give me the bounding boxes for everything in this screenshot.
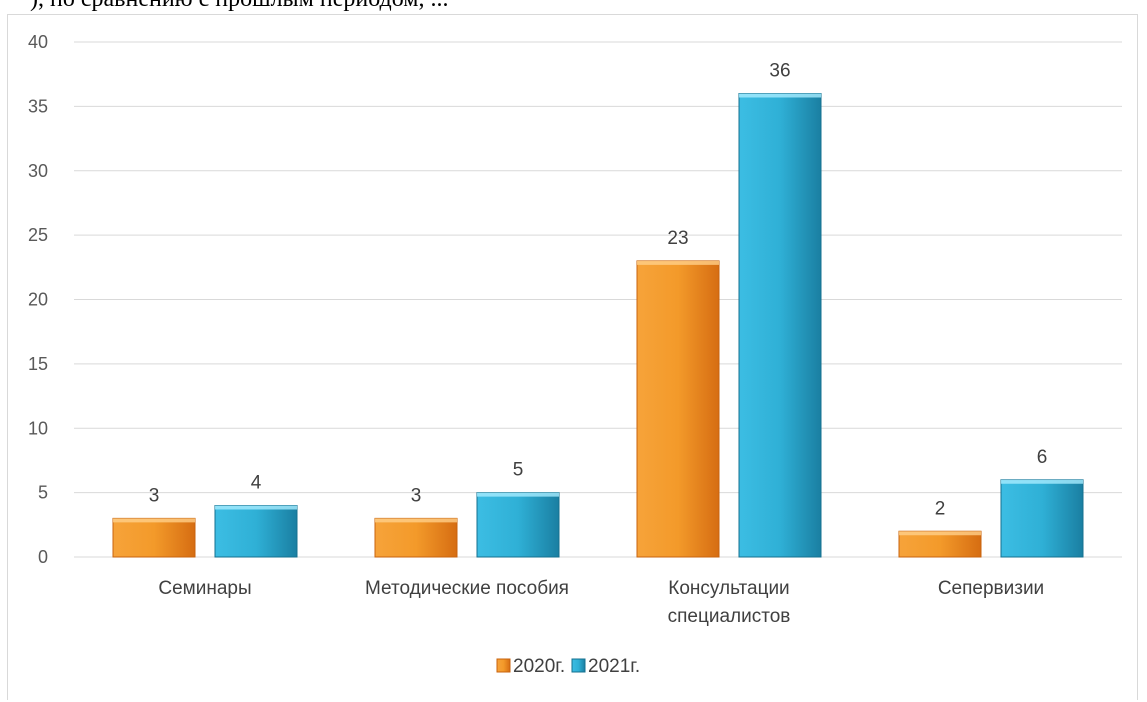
y-tick-label: 25 — [28, 225, 48, 245]
data-label: 2 — [935, 498, 946, 519]
y-tick-label: 35 — [28, 96, 48, 116]
bar-2021-4 — [1000, 479, 1084, 558]
category-label: Методические пособия — [365, 578, 569, 599]
bars — [112, 93, 1084, 558]
y-tick-label: 0 — [38, 547, 48, 567]
bar-top-highlight — [215, 505, 297, 510]
data-label: 3 — [149, 485, 160, 506]
data-label: 5 — [513, 460, 524, 481]
bar-2021-3 — [738, 93, 822, 558]
legend: 2020г. 2021г. — [496, 656, 640, 677]
data-label: 36 — [769, 61, 790, 82]
category-label: Семинары — [158, 578, 251, 599]
bar-2021-2 — [476, 492, 560, 558]
top-text: ), по сравнению с прошлым периодом, ... — [30, 0, 448, 13]
bar-2020-3 — [636, 260, 720, 558]
bar-top-highlight — [739, 93, 821, 98]
category-label: специалистов — [668, 606, 791, 627]
data-label: 3 — [411, 485, 422, 506]
data-label: 23 — [667, 228, 688, 249]
legend-swatch — [571, 658, 586, 673]
bar-2020-2 — [374, 517, 458, 558]
data-labels: 3 4 3 5 23 36 2 6 — [149, 61, 1048, 520]
category-labels: Семинары Методические пособия Консультации… — [158, 578, 1044, 627]
legend-label: 2021г. — [588, 656, 640, 677]
y-tick-label: 10 — [28, 418, 48, 438]
y-axis-ticks: 0 5 10 15 20 25 30 35 40 — [28, 32, 48, 567]
bar-2020-4 — [898, 530, 982, 558]
legend-label: 2020г. — [513, 656, 565, 677]
legend-swatch — [496, 658, 511, 673]
y-tick-label: 30 — [28, 161, 48, 181]
y-tick-label: 15 — [28, 354, 48, 374]
y-tick-label: 20 — [28, 290, 48, 310]
category-label: Сепервизии — [938, 578, 1044, 599]
data-label: 6 — [1037, 447, 1048, 468]
chart-frame — [7, 14, 1138, 700]
bar-top-highlight — [1001, 479, 1083, 484]
top-text-fragment: ), по сравнению с прошлым периодом, ... — [0, 0, 760, 14]
y-tick-label: 40 — [28, 32, 48, 52]
bar-top-highlight — [477, 492, 559, 497]
bar-top-highlight — [637, 260, 719, 265]
data-label: 4 — [251, 473, 262, 494]
y-tick-label: 5 — [38, 483, 48, 503]
bar-top-highlight — [113, 518, 195, 523]
bar-2021-1 — [214, 505, 298, 558]
bar-top-highlight — [375, 518, 457, 523]
category-label: Консультации — [668, 578, 789, 599]
bar-2020-1 — [112, 517, 196, 558]
bar-top-highlight — [899, 531, 981, 536]
gridlines — [74, 41, 1122, 558]
